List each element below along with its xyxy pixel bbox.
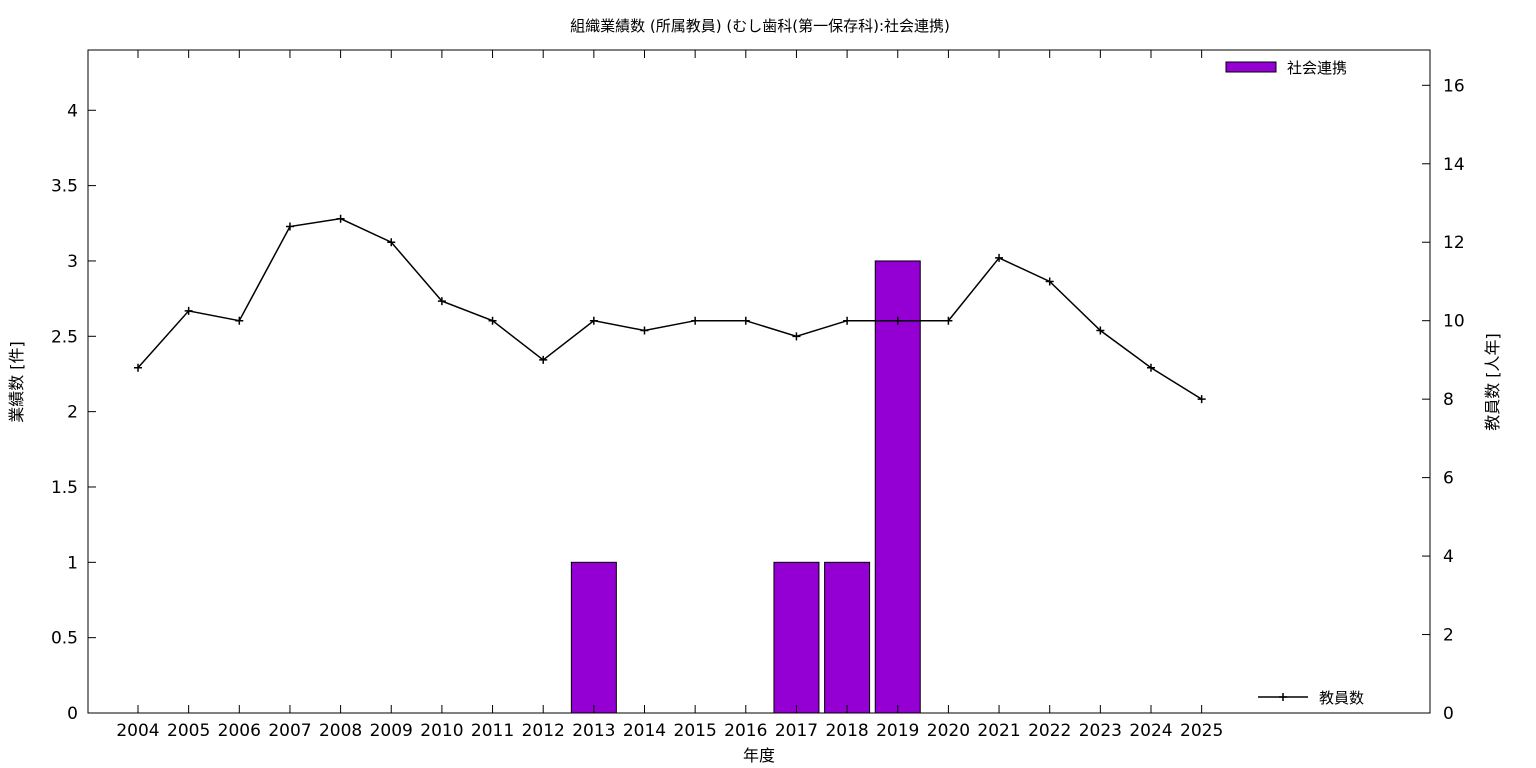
- chart-title: 組織業績数 (所属教員) (むし歯科(第一保存科):社会連携): [570, 17, 950, 35]
- y-tick-label: 3: [67, 252, 78, 272]
- x-tick-label: 2006: [218, 721, 261, 741]
- legend-bar: 社会連携: [1225, 59, 1347, 77]
- line-point-2019: [893, 316, 902, 325]
- y2-tick-label: 14: [1443, 155, 1465, 175]
- line-point-2008: [336, 214, 345, 223]
- legend-bar-swatch: [1225, 61, 1277, 73]
- y2-tick-label: 12: [1443, 233, 1465, 253]
- x-tick-label: 2008: [319, 721, 362, 741]
- x-tick-label: 2019: [876, 721, 919, 741]
- x-tick-label: 2015: [674, 721, 717, 741]
- x-tick-label: 2013: [572, 721, 615, 741]
- x-tick-label: 2020: [927, 721, 970, 741]
- y2-tick-label: 6: [1443, 469, 1454, 489]
- line-point-2025: [1197, 395, 1206, 404]
- line-series-teachers: [137, 217, 1203, 400]
- line-point-2024: [1147, 363, 1155, 372]
- x-tick-label: 2004: [116, 721, 159, 741]
- legend-line-marker: [1279, 693, 1287, 701]
- y2-tick-label: 0: [1443, 704, 1454, 724]
- y-tick-label: 3.5: [51, 177, 78, 197]
- line-point-2011: [488, 316, 497, 325]
- bar-2017: [773, 561, 820, 714]
- x-tick-label: 2023: [1079, 721, 1122, 741]
- legend-bar-label: 社会連携: [1287, 59, 1347, 77]
- line-point-2004: [134, 363, 142, 372]
- y2-tick-label: 16: [1443, 76, 1465, 96]
- x-tick-label: 2005: [167, 721, 210, 741]
- y-tick-label: 2: [67, 403, 78, 423]
- y-tick-label: 0: [67, 704, 78, 724]
- line-point-2005: [184, 306, 193, 315]
- line-point-2018: [843, 316, 852, 325]
- x-tick-label: 2025: [1180, 721, 1223, 741]
- y2-tick-label: 10: [1443, 312, 1465, 332]
- y-tick-label: 1.5: [51, 478, 78, 498]
- bars-layer: [570, 260, 921, 714]
- line-point-2014: [640, 326, 649, 335]
- line-point-2013: [589, 316, 598, 325]
- x-tick-label: 2024: [1129, 721, 1172, 741]
- line-point-2009: [387, 238, 396, 247]
- line-point-2007: [285, 222, 294, 231]
- y2-axis-label: 教員数 [人年]: [1483, 333, 1502, 431]
- y2-tick-label: 8: [1443, 390, 1454, 410]
- x-tick-label: 2017: [775, 721, 818, 741]
- x-tick-label: 2007: [268, 721, 311, 741]
- x-tick-label: 2014: [623, 721, 666, 741]
- line-layer: [134, 214, 1206, 404]
- line-point-2017: [792, 332, 801, 341]
- y2-tick-label: 2: [1443, 626, 1454, 646]
- legend-line-label: 教員数: [1319, 689, 1364, 707]
- x-tick-label: 2010: [420, 721, 463, 741]
- y-tick-label: 2.5: [51, 327, 78, 347]
- bar-2019: [874, 260, 921, 714]
- plot-frame: [87, 49, 1431, 714]
- line-point-2016: [741, 316, 750, 325]
- x-axis-label: 年度: [743, 746, 775, 765]
- legend-line: 教員数: [1258, 689, 1364, 707]
- line-point-2010: [437, 297, 446, 306]
- x-tick-label: 2018: [825, 721, 868, 741]
- line-point-2012: [539, 355, 548, 364]
- x-tick-label: 2009: [370, 721, 413, 741]
- line-point-2021: [995, 253, 1004, 262]
- line-point-2020: [944, 316, 953, 325]
- x-tick-label: 2021: [977, 721, 1020, 741]
- y-tick-label: 0.5: [51, 629, 78, 649]
- ticks-layer: 0 0.5 1 1.5 2 2.5 3 3.5 4 0 2 4 6 8 10 12 14 16 2004 2005 20…: [51, 50, 1465, 741]
- line-point-2023: [1096, 326, 1105, 335]
- line-point-2006: [235, 316, 244, 325]
- x-tick-label: 2012: [522, 721, 565, 741]
- y-tick-label: 1: [67, 553, 78, 573]
- y-tick-label: 4: [67, 101, 78, 121]
- y-axis-label: 業績数 [件]: [7, 341, 26, 423]
- y2-tick-label: 4: [1443, 547, 1454, 567]
- x-tick-label: 2022: [1028, 721, 1071, 741]
- line-point-2015: [691, 316, 700, 325]
- x-tick-label: 2016: [724, 721, 767, 741]
- bar-2018: [824, 561, 871, 714]
- bar-2013: [570, 561, 617, 714]
- line-point-2022: [1045, 277, 1054, 286]
- x-tick-label: 2011: [471, 721, 514, 741]
